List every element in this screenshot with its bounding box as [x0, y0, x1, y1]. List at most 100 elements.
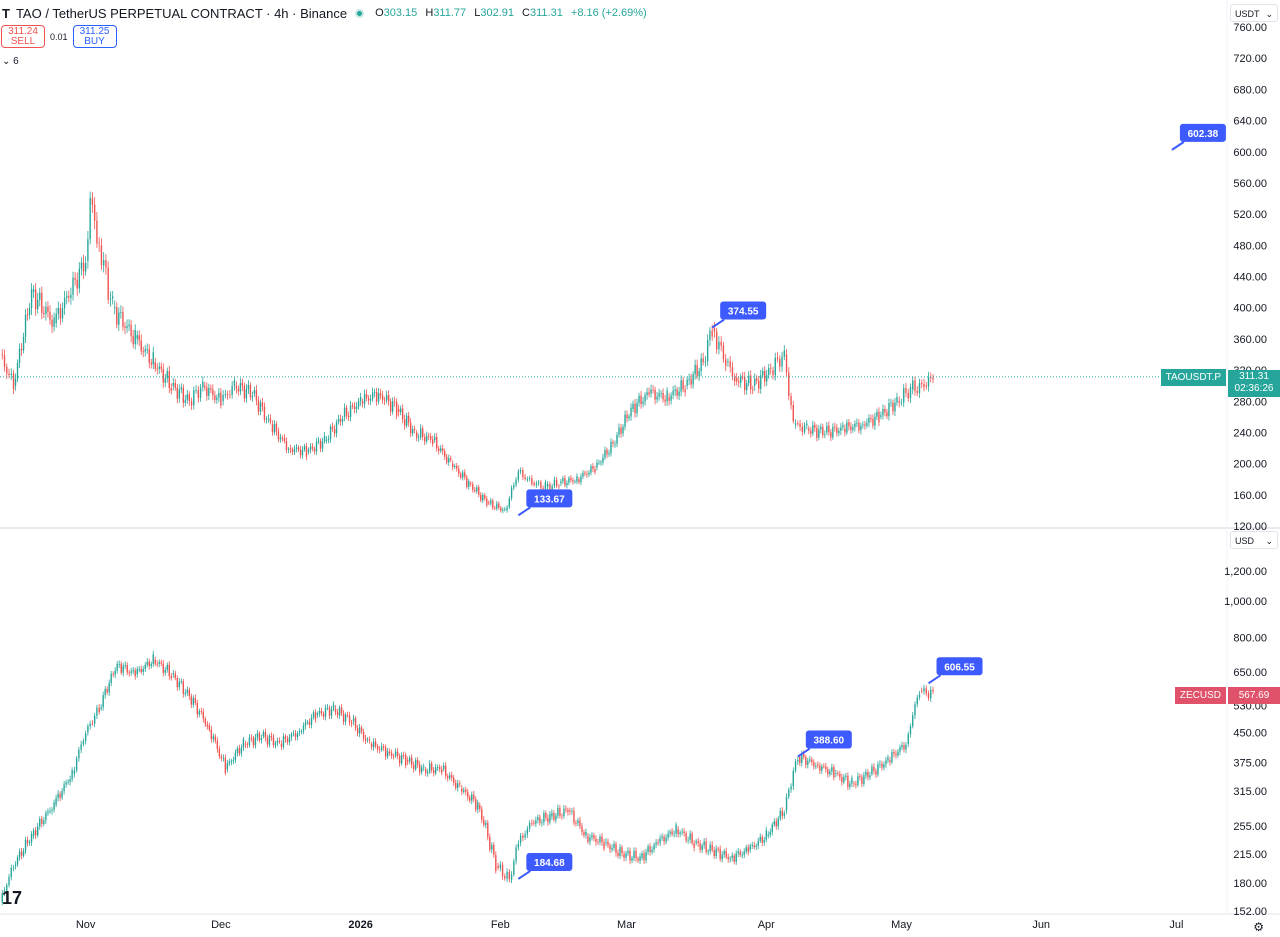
zec-candle-body — [914, 704, 916, 716]
tao-callout-pointer — [1171, 141, 1185, 151]
zec-data-point — [441, 769, 442, 770]
zec-candle-body — [569, 810, 571, 812]
gear-icon[interactable]: ⚙ — [1253, 920, 1264, 934]
tao-candle-body — [476, 487, 478, 492]
tao-candle-body — [513, 485, 515, 488]
tao-candle-body — [680, 380, 682, 392]
tao-candle-body — [118, 312, 120, 325]
tao-candle-body — [624, 414, 626, 427]
tao-data-point — [576, 479, 577, 480]
zec-data-point — [0, 902, 1, 903]
tao-candle-body — [255, 390, 258, 401]
zec-candle-body — [839, 773, 841, 778]
tao-candle-body — [722, 345, 725, 360]
tao-candle-body — [206, 387, 208, 396]
zec-candle-body — [16, 857, 19, 865]
zec-candle-body — [613, 843, 615, 848]
zec-candle-body — [547, 817, 549, 823]
zec-candle-body — [699, 843, 701, 851]
zec-candle-body — [619, 847, 621, 856]
tao-candle-body — [212, 389, 214, 396]
zec-candle-body — [601, 836, 603, 843]
zec-candle-body — [835, 773, 837, 774]
change-value: +8.16 (+2.69%) — [570, 7, 647, 19]
indicators-toggle[interactable]: ⌄ 6 — [2, 56, 19, 67]
tao-candle-body — [299, 449, 302, 456]
zec-candle-body — [803, 753, 805, 758]
tao-candle-body — [415, 432, 418, 438]
zec-candle-body — [653, 844, 655, 850]
tao-data-point — [612, 444, 613, 445]
zec-candle-body — [324, 707, 327, 717]
zec-candle-body — [463, 789, 465, 792]
currency-select-bottom[interactable]: USD ⌄ — [1230, 531, 1278, 549]
zec-candle-body — [881, 763, 883, 768]
tao-candle-body — [662, 392, 664, 400]
tao-candle-body — [903, 387, 905, 403]
tao-candle-body — [718, 341, 720, 350]
zec-candle-body — [210, 729, 213, 740]
tao-candle-body — [351, 405, 354, 407]
tao-candle-body — [315, 441, 318, 452]
buy-button[interactable]: 311.25 BUY — [72, 25, 117, 48]
tao-candle-body — [668, 397, 670, 401]
tao-data-point — [288, 447, 289, 448]
tao-candle-body — [616, 434, 618, 444]
tao-candle-body — [860, 425, 862, 431]
tao-candle-body — [872, 418, 874, 426]
zec-candle-body — [392, 755, 395, 757]
tao-candle-body — [630, 407, 632, 417]
zec-candle-body — [410, 757, 413, 765]
zec-candle-body — [533, 822, 535, 824]
tao-candle-body — [307, 449, 310, 452]
tao-candle-body — [365, 394, 368, 399]
tao-candle-body — [68, 296, 70, 298]
tao-candle-body — [210, 388, 212, 390]
tao-candle-body — [329, 426, 332, 440]
tao-candle-body — [337, 418, 340, 423]
zec-candle-body — [649, 846, 651, 853]
zec-candle-body — [142, 668, 144, 673]
tao-candle-body — [882, 408, 884, 416]
sell-button[interactable]: 311.24 SELL — [1, 25, 45, 48]
zec-candle-body — [244, 743, 247, 745]
buy-price: 311.25 — [79, 26, 110, 37]
zec-candle-body — [172, 673, 174, 675]
zec-candle-body — [689, 833, 691, 840]
currency-bottom-label: USD — [1235, 536, 1255, 546]
zec-data-point — [869, 773, 870, 774]
tao-candle-body — [794, 423, 797, 425]
currency-select-top[interactable]: USDT ⌄ — [1230, 4, 1278, 22]
tao-candle-body — [32, 289, 35, 293]
zec-candle-body — [250, 737, 253, 739]
tao-candle-body — [474, 489, 476, 492]
symbol-title[interactable]: TAO / TetherUS PERPETUAL CONTRACT · 4h ·… — [15, 5, 348, 21]
zec-candle-body — [6, 885, 8, 891]
zec-candle-body — [857, 776, 859, 785]
zec-candle-body — [136, 669, 138, 675]
tao-candle-body — [733, 376, 736, 382]
zec-candle-body — [759, 836, 761, 841]
tao-candle-body — [403, 419, 406, 426]
tao-candle-body — [164, 378, 166, 383]
tao-candle-body — [480, 494, 482, 501]
tao-candle-body — [253, 390, 256, 394]
zec-candle-body — [10, 867, 12, 878]
zec-candle-body — [314, 712, 317, 720]
tao-candle-body — [339, 418, 342, 422]
chevron-down-icon: ⌄ — [1265, 9, 1273, 19]
tao-candle-body — [834, 426, 836, 428]
zec-data-point — [531, 822, 532, 823]
zec-candle-body — [36, 826, 39, 836]
zec-candle-body — [671, 831, 673, 835]
tradingview-logo-icon[interactable]: 17 — [2, 888, 23, 908]
tao-candle-body — [496, 503, 498, 509]
tao-candle-body — [43, 312, 45, 315]
tao-candle-body — [488, 502, 490, 504]
tao-candle-body — [894, 402, 896, 412]
tao-candle-body — [381, 395, 384, 400]
tao-data-point — [824, 432, 825, 433]
tao-candle-body — [618, 427, 620, 435]
zec-candle-body — [869, 775, 871, 778]
